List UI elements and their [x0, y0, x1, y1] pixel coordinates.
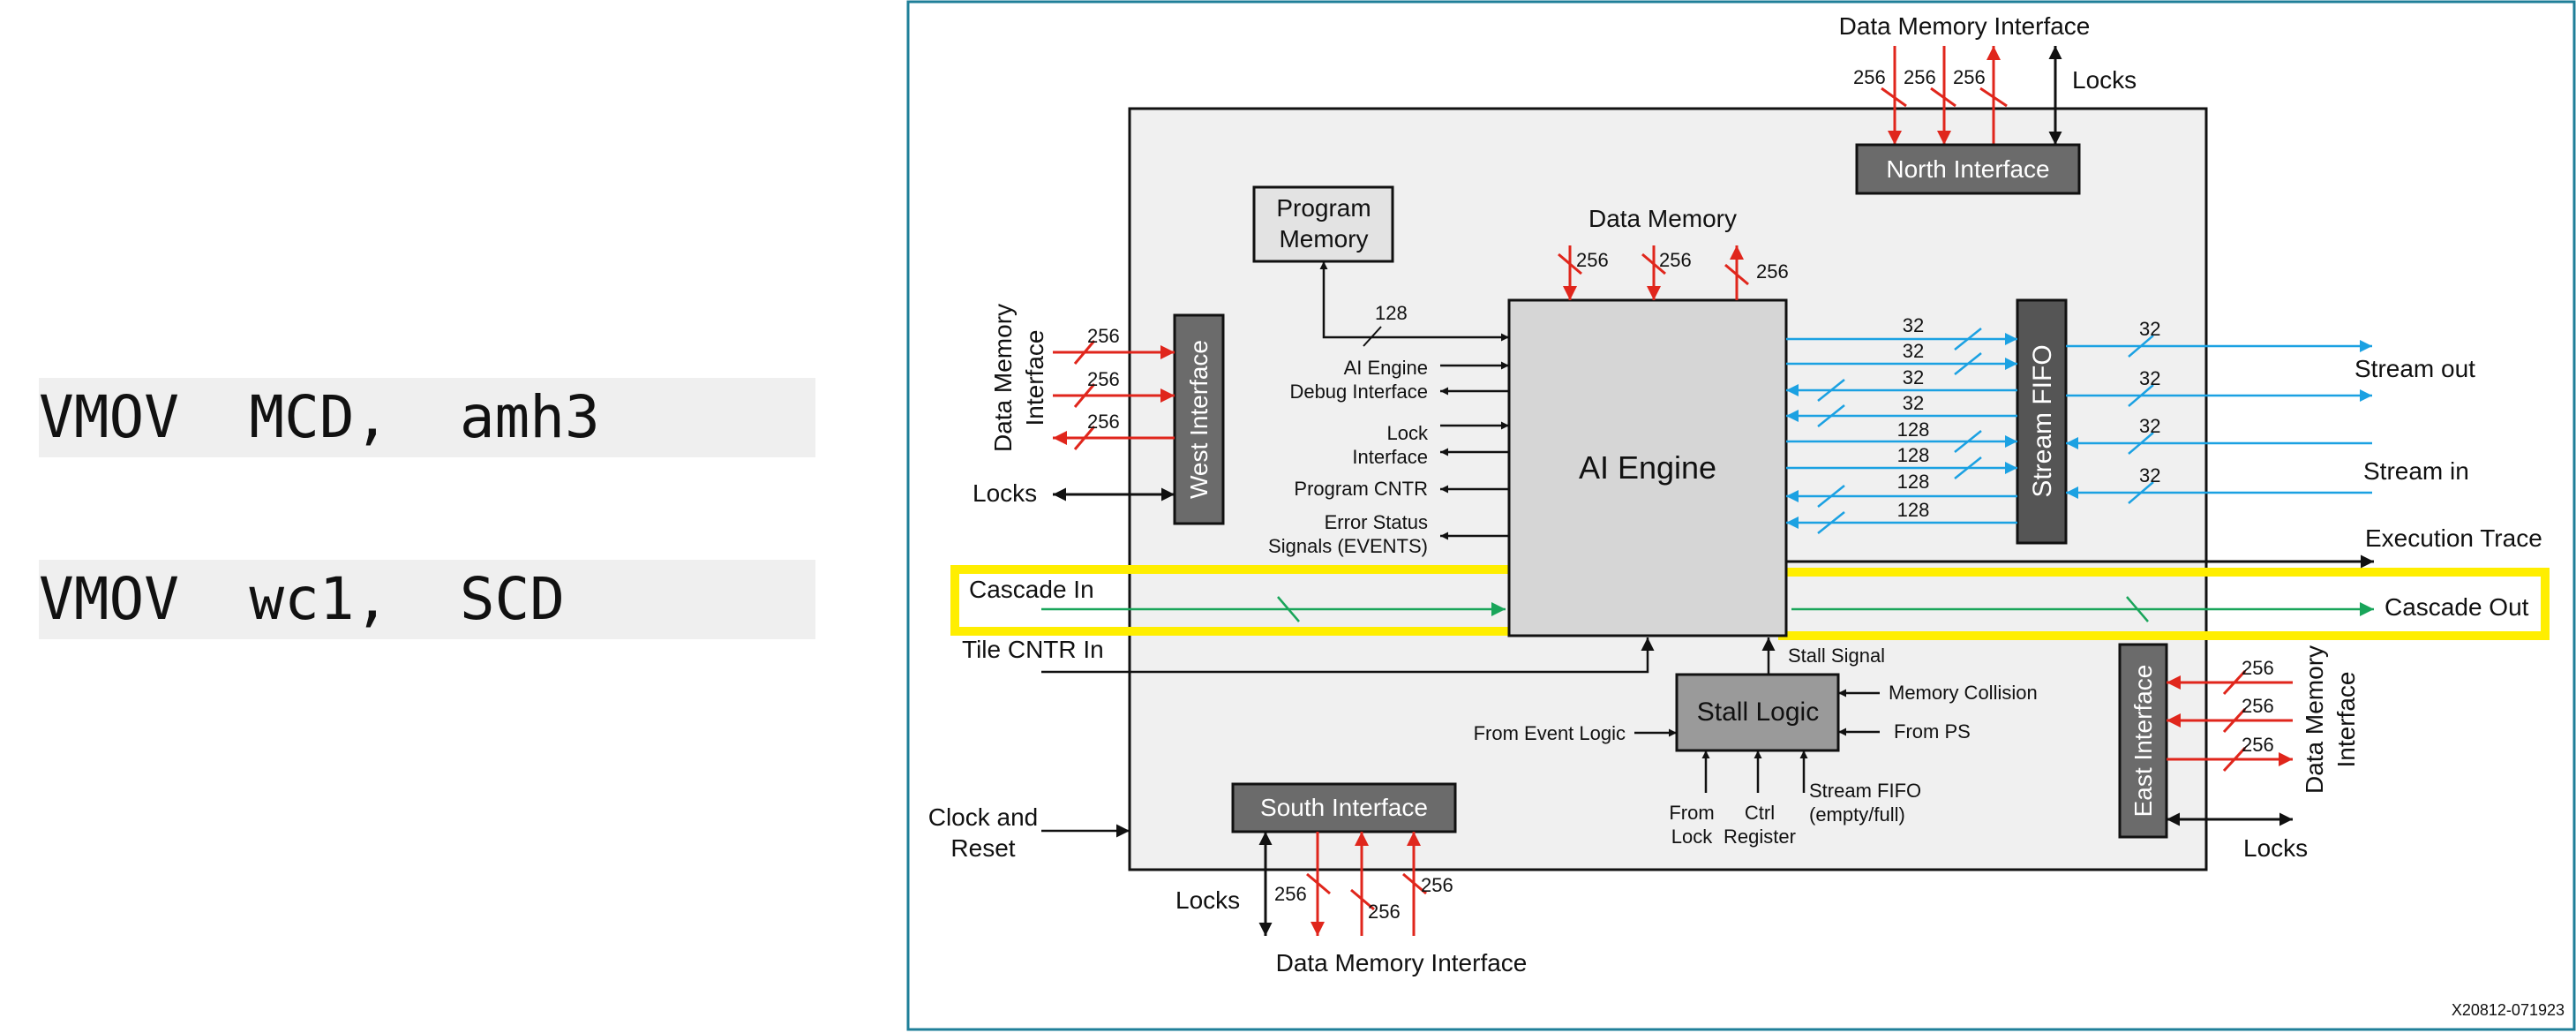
code-line-vmov-wc1: VMOV wc1, SCD	[39, 560, 815, 639]
ctrl-register-label-2: Register	[1724, 826, 1796, 848]
stream-out-width-1: 32	[2139, 318, 2160, 340]
program-cntr-label: Program CNTR	[1294, 478, 1428, 500]
fifo-bus-width-1: 32	[1903, 314, 1924, 336]
tile-cntr-in-arrow	[1041, 637, 1655, 674]
east-bus-width-3: 256	[2242, 734, 2274, 756]
east-locks-label: Locks	[2243, 834, 2308, 862]
data-memory-interface-top-label: Data Memory Interface	[1839, 12, 2091, 40]
fifo-bus-width-8: 128	[1897, 499, 1930, 521]
ai-engine-dm-width-2: 256	[1659, 249, 1692, 271]
error-status-label-1: Error Status	[1325, 511, 1428, 533]
from-lock-label-2: Lock	[1671, 826, 1713, 848]
from-lock-label-1: From	[1669, 802, 1714, 824]
stream-out-label: Stream out	[2354, 355, 2475, 382]
stream-fifo-status-label-2: (empty/full)	[1809, 803, 1905, 826]
east-bus-arrows	[2167, 669, 2293, 773]
north-interface-block	[1855, 143, 2081, 195]
west-bus-arrows	[1053, 340, 1175, 450]
execution-trace-label: Execution Trace	[2365, 524, 2542, 552]
ai-engine-block	[1507, 298, 1788, 637]
stall-logic-label: Stall Logic	[1697, 697, 1819, 727]
program-memory-label-2: Memory	[1279, 225, 1368, 253]
ai-debug-label-2: Debug Interface	[1289, 381, 1428, 403]
ai-debug-label-1: AI Engine	[1344, 357, 1428, 379]
cascade-out-label: Cascade Out	[2384, 593, 2529, 621]
north-bus-arrows	[1881, 46, 2008, 145]
data-memory-inner-label: Data Memory	[1588, 205, 1737, 232]
data-memory-west-label-1: Data Memory	[989, 304, 1017, 452]
data-memory-interface-bottom-label: Data Memory Interface	[1276, 949, 1528, 976]
stream-out-width-2: 32	[2139, 367, 2160, 389]
ai-engine-dm-width-1: 256	[1576, 249, 1609, 271]
program-memory-block	[1252, 185, 1394, 263]
west-interface-label: West Interface	[1185, 340, 1213, 499]
clock-reset-label-1: Clock and	[928, 803, 1039, 831]
south-locks-label: Locks	[1175, 886, 1240, 914]
memory-collision-label: Memory Collision	[1889, 682, 2038, 704]
fifo-bus-width-2: 32	[1903, 340, 1924, 362]
stream-fifo-label: Stream FIFO	[2028, 344, 2057, 497]
ai-engine-dm-width-3: 256	[1756, 260, 1789, 283]
cascade-in-slash	[1277, 596, 1300, 622]
west-interface-block	[1173, 313, 1225, 525]
error-status-label-2: Signals (EVENTS)	[1268, 535, 1428, 557]
cascade-in-label: Cascade In	[969, 576, 1094, 603]
east-interface-label: East Interface	[2129, 665, 2157, 818]
west-bus-width-1: 256	[1087, 325, 1120, 347]
program-memory-bus	[1319, 261, 1509, 342]
west-locks-label: Locks	[973, 479, 1037, 507]
north-interface-label: North Interface	[1886, 155, 2049, 183]
east-bus-width-1: 256	[2242, 657, 2274, 679]
ai-engine-stream-fifo-bus	[1786, 328, 2017, 534]
ai-engine-data-memory-arrows	[1558, 245, 1749, 300]
north-bus-width-3: 256	[1953, 66, 1986, 88]
data-memory-east-label-2: Interface	[2332, 672, 2360, 768]
data-memory-east-label-1: Data Memory	[2301, 645, 2328, 794]
cascade-out-slash	[2126, 596, 2149, 622]
stream-fifo-block	[2016, 298, 2068, 545]
from-event-logic-label: From Event Logic	[1474, 722, 1626, 744]
from-ps-label: From PS	[1894, 720, 1971, 743]
stream-io-bus	[2066, 335, 2372, 504]
lock-interface-label-2: Interface	[1352, 446, 1428, 468]
stall-signal-label: Stall Signal	[1788, 645, 1885, 667]
stream-in-width-1: 32	[2139, 415, 2160, 437]
ctrl-register-label-1: Ctrl	[1745, 802, 1775, 824]
program-memory-bus-width: 128	[1375, 302, 1408, 324]
south-interface-label: South Interface	[1260, 794, 1428, 821]
stream-fifo-status-label-1: Stream FIFO	[1809, 780, 1921, 802]
fifo-bus-width-5: 128	[1897, 418, 1930, 441]
south-bus-width-2: 256	[1368, 901, 1401, 923]
ai-engine-label: AI Engine	[1579, 449, 1716, 486]
south-bus-width-3: 256	[1421, 874, 1453, 896]
east-interface-block	[2118, 643, 2168, 839]
fifo-bus-width-7: 128	[1897, 471, 1930, 493]
data-memory-west-label-2: Interface	[1021, 330, 1048, 426]
south-bus-width-1: 256	[1274, 883, 1307, 905]
west-bus-width-2: 256	[1087, 368, 1120, 390]
south-bus-arrows	[1306, 832, 1427, 936]
fifo-bus-width-6: 128	[1897, 444, 1930, 466]
north-bus-width-1: 256	[1853, 66, 1886, 88]
stream-in-width-2: 32	[2139, 464, 2160, 486]
tile-cntr-in-label: Tile CNTR In	[962, 636, 1104, 663]
figure-id: X20812-071923	[2452, 1001, 2565, 1019]
program-memory-bus-slash	[1363, 326, 1382, 347]
program-memory-label-1: Program	[1276, 194, 1371, 222]
code-line-vmov-mcd: VMOV MCD, amh3	[39, 378, 815, 457]
north-bus-width-2: 256	[1904, 66, 1936, 88]
fifo-bus-width-4: 32	[1903, 392, 1924, 414]
clock-reset-label-2: Reset	[950, 834, 1015, 862]
lock-interface-label-1: Lock	[1387, 422, 1429, 444]
stream-in-label: Stream in	[2363, 457, 2469, 485]
fifo-bus-width-3: 32	[1903, 366, 1924, 388]
west-bus-width-3: 256	[1087, 411, 1120, 433]
east-bus-width-2: 256	[2242, 695, 2274, 717]
north-locks-label: Locks	[2072, 66, 2137, 94]
south-interface-block	[1231, 782, 1457, 833]
